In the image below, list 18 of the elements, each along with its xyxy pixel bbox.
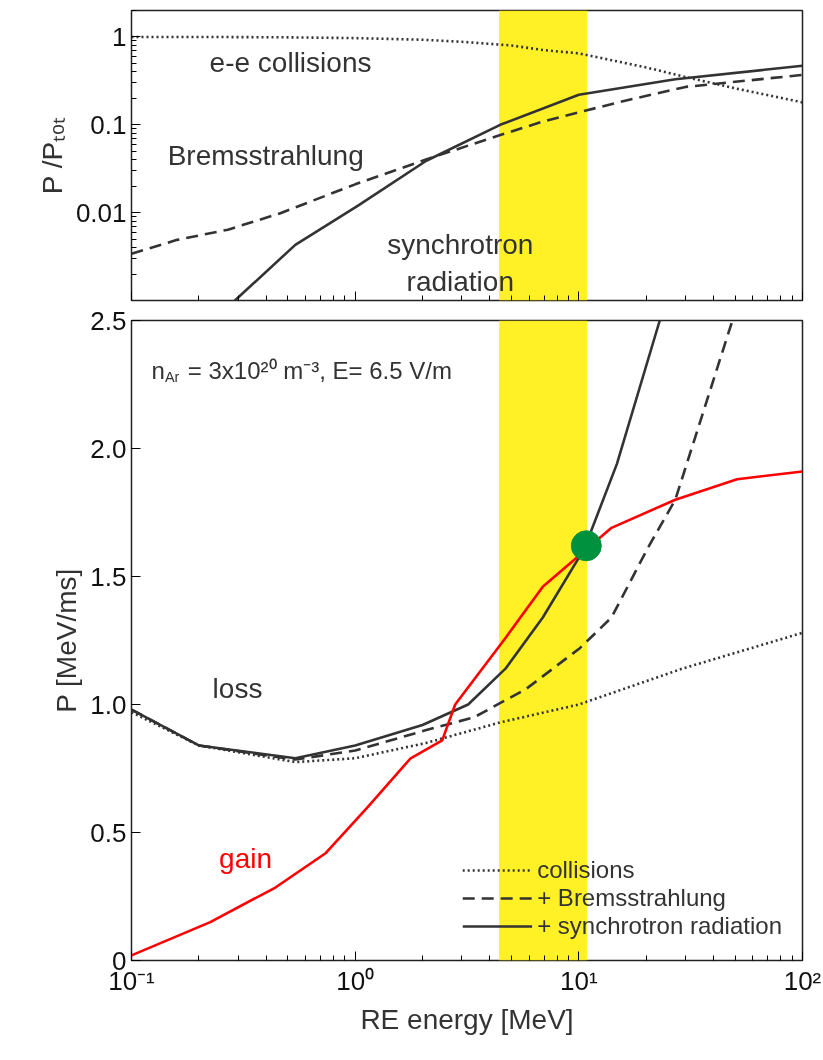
annotation: e-e collisions [209, 47, 372, 79]
y-tick-label: 0.5 [90, 817, 127, 848]
y-tick-label: 1 [112, 21, 127, 52]
y-tick-label: 2.0 [90, 433, 127, 464]
y-tick-label: 1.5 [90, 561, 127, 592]
series-label: gain [219, 842, 273, 874]
y-tick-label: 0.01 [75, 197, 127, 228]
y-tick-label: 1.0 [90, 689, 127, 720]
y-axis-title: P [MeV/ms] [51, 568, 83, 713]
x-tick-label: 10¹ [560, 965, 598, 996]
annotation: loss [212, 673, 263, 704]
y-axis-title: P /Pₜₒₜ [36, 117, 68, 195]
y-tick-label: 2.5 [90, 305, 127, 336]
annotation: Bremsstrahlung [167, 140, 364, 171]
x-tick-label: 10⁰ [336, 965, 375, 996]
x-axis-title: RE energy [MeV] [360, 1003, 574, 1035]
y-tick-label: 0.1 [90, 109, 127, 140]
x-tick-label: 10² [783, 965, 822, 996]
